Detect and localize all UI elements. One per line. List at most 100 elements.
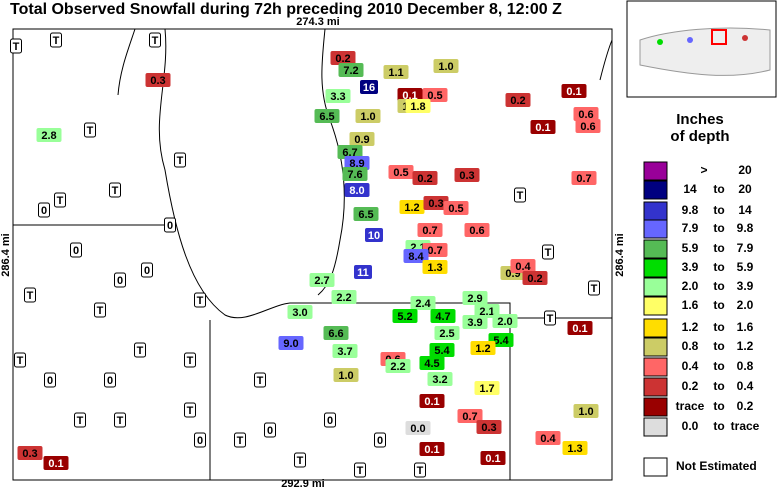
station-value: 0 (73, 245, 79, 257)
legend-label: to (713, 359, 724, 373)
legend-swatch (643, 180, 668, 200)
station-box (510, 259, 536, 273)
legend-label: 0.4 (737, 379, 754, 393)
station-box (414, 462, 426, 478)
station-box (365, 228, 383, 242)
station-box (542, 244, 554, 260)
station-value: 0.4 (515, 261, 531, 273)
station-box (234, 432, 246, 448)
station-box (17, 446, 43, 460)
station-value: T (237, 435, 244, 447)
scale-bottom: 292.9 mi (281, 478, 324, 489)
inset-map (626, 0, 777, 98)
station-value: 0.7 (427, 245, 442, 257)
station-value: 0 (327, 415, 333, 427)
station-box (194, 292, 206, 308)
station-value: 0.5 (427, 90, 442, 102)
station-box (174, 152, 186, 168)
station-value: 0 (167, 220, 173, 232)
station-value: 6.5 (319, 111, 334, 123)
legend-swatch (643, 377, 668, 397)
station-value: 11 (357, 267, 369, 279)
station-value: 0.1 (572, 323, 587, 335)
station-value: T (545, 247, 552, 259)
legend-label: to (713, 399, 724, 413)
station-value: 0 (107, 375, 113, 387)
station-box (429, 343, 455, 357)
station-box (94, 302, 106, 318)
legend-label: to (713, 279, 724, 293)
station-box (443, 201, 469, 215)
station-value: 5.2 (397, 311, 412, 323)
station-box (344, 183, 370, 197)
station-value: 0.5 (448, 203, 463, 215)
station-value: 8.9 (349, 158, 364, 170)
station-box (278, 336, 304, 350)
station-box (109, 182, 121, 198)
station-box (405, 421, 431, 435)
station-box (354, 462, 366, 478)
station-box (388, 165, 414, 179)
station-box (342, 167, 368, 181)
station-value: 6.7 (342, 147, 357, 159)
legend-label: to (713, 182, 724, 196)
station-value: 0.1 (535, 122, 550, 134)
station-box (457, 409, 483, 423)
station-value: 0.1 (402, 90, 417, 102)
scale-top: 274.3 mi (296, 16, 339, 28)
station-value: T (297, 455, 304, 467)
station-box (324, 412, 336, 428)
station-value: T (357, 465, 364, 477)
legend-label: to (713, 379, 724, 393)
station-value: 1.8 (410, 101, 425, 113)
station-box (38, 202, 50, 218)
legend-label: 1.2 (737, 339, 754, 353)
station-value: 0.3 (428, 198, 443, 210)
legend-label: 14 (683, 182, 697, 196)
station-value: 4.7 (435, 311, 450, 323)
station-value: T (13, 41, 20, 53)
station-value: 2.2 (390, 361, 405, 373)
station-box (338, 63, 364, 77)
station-box (309, 273, 335, 287)
station-value: 0.7 (576, 173, 591, 185)
station-value: T (112, 185, 119, 197)
legend-label: 9.8 (737, 221, 754, 235)
legend-swatch (643, 337, 668, 357)
station-value: T (17, 355, 24, 367)
station-value: 2.1 (479, 306, 494, 318)
station-box (36, 128, 62, 142)
legend: >20 14 to 20 9.8 to 14 7.9 to 9.8 5.9 to 7.9 3.9 to 5.9… (643, 161, 760, 437)
legend-label: 0.8 (737, 359, 754, 373)
station-box (462, 315, 488, 329)
station-value: 0.1 (424, 444, 439, 456)
legend-swatch (643, 318, 668, 338)
station-box (433, 59, 459, 73)
legend-label: 2.0 (737, 298, 754, 312)
station-box (332, 344, 358, 358)
shoreline (117, 28, 136, 96)
station-value: 4.5 (424, 358, 439, 370)
station-box (474, 381, 500, 395)
inset-land (639, 27, 771, 76)
station-value: 2.7 (314, 275, 329, 287)
station-value: 0.3 (150, 75, 165, 87)
station-value: 0.1 (424, 396, 439, 408)
station-box (114, 272, 126, 288)
station-box (44, 372, 56, 388)
station-value: 0 (41, 205, 47, 217)
legend-label: to (713, 241, 724, 255)
station-box (355, 109, 381, 123)
station-value: T (87, 125, 94, 137)
station-value: 0.2 (417, 173, 432, 185)
station-value: 3.9 (467, 317, 482, 329)
station-value: T (187, 405, 194, 417)
station-box (325, 89, 351, 103)
legend-label: 20 (738, 163, 752, 177)
station-box (403, 249, 429, 263)
station-value: 6.6 (328, 328, 343, 340)
station-box (24, 287, 36, 303)
station-value: 0 (377, 435, 383, 447)
station-box (522, 271, 548, 285)
